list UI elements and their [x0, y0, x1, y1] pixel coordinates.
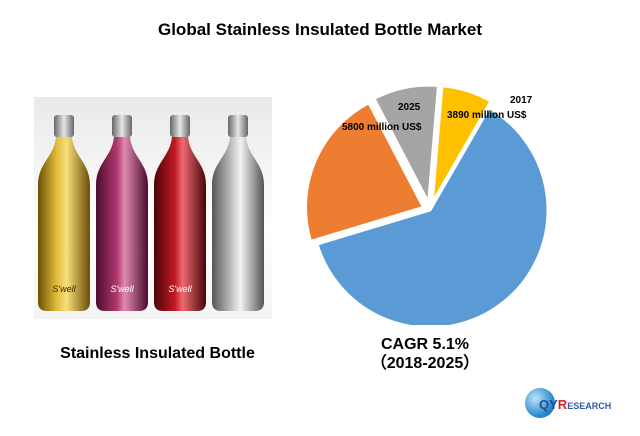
product-label: Stainless Insulated Bottle — [60, 345, 255, 362]
bottle-gold: S'well — [38, 115, 90, 311]
pie-slice-orange — [304, 100, 426, 244]
cagr-period: （2018-2025） — [370, 355, 480, 372]
globe-icon — [525, 388, 555, 418]
bottle-pink: S'well — [96, 115, 148, 311]
logo-text: QYRESEARCH — [539, 397, 611, 412]
bottle-red: S'well — [154, 115, 206, 311]
bottle-brand-label: S'well — [168, 284, 192, 294]
pie-chart: 2017 3890 million US$ 2025 5800 million … — [304, 83, 550, 325]
cagr-label: CAGR 5.1% （2018-2025） — [330, 335, 520, 373]
annotation-2017-value: 3890 million US$ — [447, 110, 527, 121]
pie-slice-gray — [371, 83, 441, 209]
bottle-illustration: S'well S'well S'well — [38, 115, 264, 311]
annotation-2025-year: 2025 — [398, 102, 421, 113]
pie-slice-blue — [315, 105, 550, 325]
annotation-2025-value: 5800 million US$ — [342, 122, 422, 133]
logo-letter-y: Y — [549, 397, 558, 412]
logo-letter-r: R — [557, 397, 568, 412]
product-photo: S'well S'well S'well — [34, 97, 272, 319]
bottle-brand-label: S'well — [110, 284, 134, 294]
qyresearch-logo: QYRESEARCH — [525, 384, 625, 424]
chart-title: Global Stainless Insulated Bottle Market — [157, 20, 483, 39]
bottle-silver — [212, 115, 264, 311]
logo-letter-q: Q — [539, 397, 550, 412]
logo-rest: ESEARCH — [567, 401, 612, 411]
annotation-2017-year: 2017 — [510, 95, 533, 106]
cagr-rate: CAGR 5.1% — [380, 336, 470, 353]
bottle-brand-label: S'well — [52, 284, 76, 294]
pie-slice-gold — [430, 84, 494, 205]
pie-slices — [304, 83, 550, 325]
